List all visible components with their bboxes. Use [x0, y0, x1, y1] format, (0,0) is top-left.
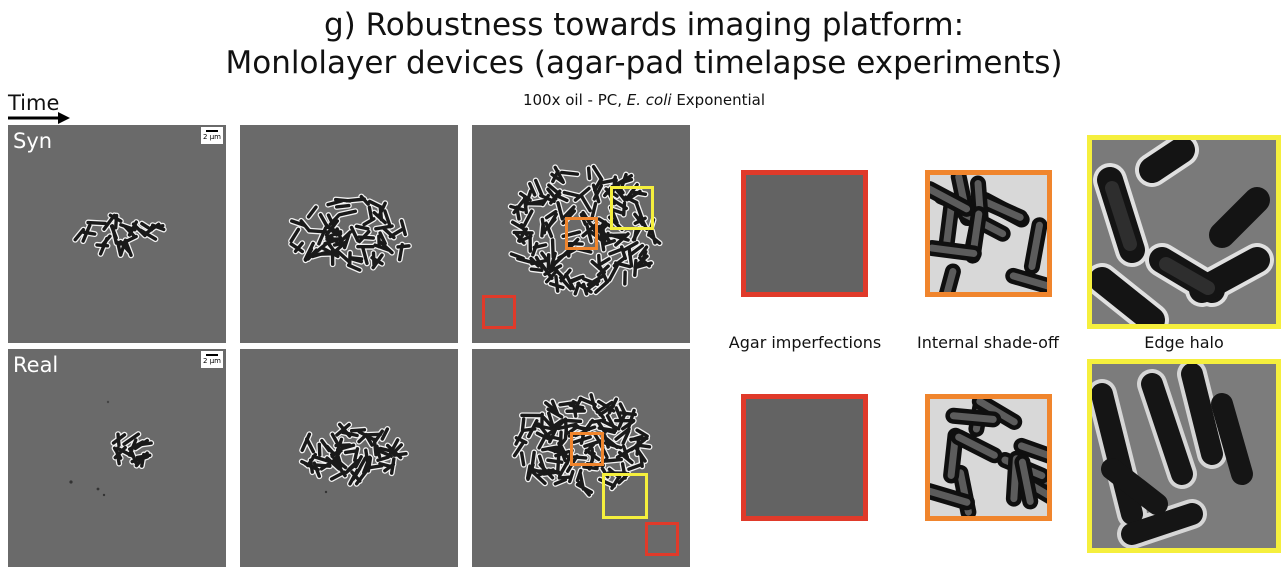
roi-red-real	[645, 522, 679, 556]
syn-frame-1: Syn 2 μm	[8, 125, 226, 343]
zoom-internal-syn	[925, 170, 1052, 297]
real-frame-1: Real 2 μm	[8, 349, 226, 567]
scale-bar: 2 μm	[201, 127, 223, 144]
caption-agar-imperfections: Agar imperfections	[728, 333, 882, 352]
figure-title-line1: g) Robustness towards imaging platform:	[323, 7, 965, 43]
scale-bar: 2 μm	[201, 351, 223, 368]
zoom-agar-real	[741, 394, 868, 521]
roi-orange-syn	[565, 217, 598, 250]
row-label-real: Real	[13, 353, 59, 377]
caption-edge-halo: Edge halo	[1144, 333, 1224, 352]
zoom-edge-real	[1087, 359, 1281, 553]
time-arrow-icon	[8, 112, 70, 124]
zoom-internal-real	[925, 394, 1052, 521]
roi-red-syn	[482, 295, 516, 329]
time-label: Time	[8, 91, 60, 115]
zoom-edge-syn	[1087, 135, 1281, 329]
roi-orange-real	[570, 432, 604, 466]
syn-frame-3	[472, 125, 690, 343]
zoom-agar-syn	[741, 170, 868, 297]
roi-yellow-syn	[610, 186, 654, 230]
syn-frame-2	[240, 125, 458, 343]
real-frame-2	[240, 349, 458, 567]
row-label-syn: Syn	[13, 129, 53, 153]
roi-yellow-real	[602, 473, 648, 519]
real-frame-3	[472, 349, 690, 567]
caption-internal-shade-off: Internal shade-off	[917, 333, 1059, 352]
figure-title-line2: Monlolayer devices (agar-pad timelapse e…	[225, 45, 1063, 81]
imaging-subtitle: 100x oil - PC, E. coli Exponential	[522, 91, 766, 109]
